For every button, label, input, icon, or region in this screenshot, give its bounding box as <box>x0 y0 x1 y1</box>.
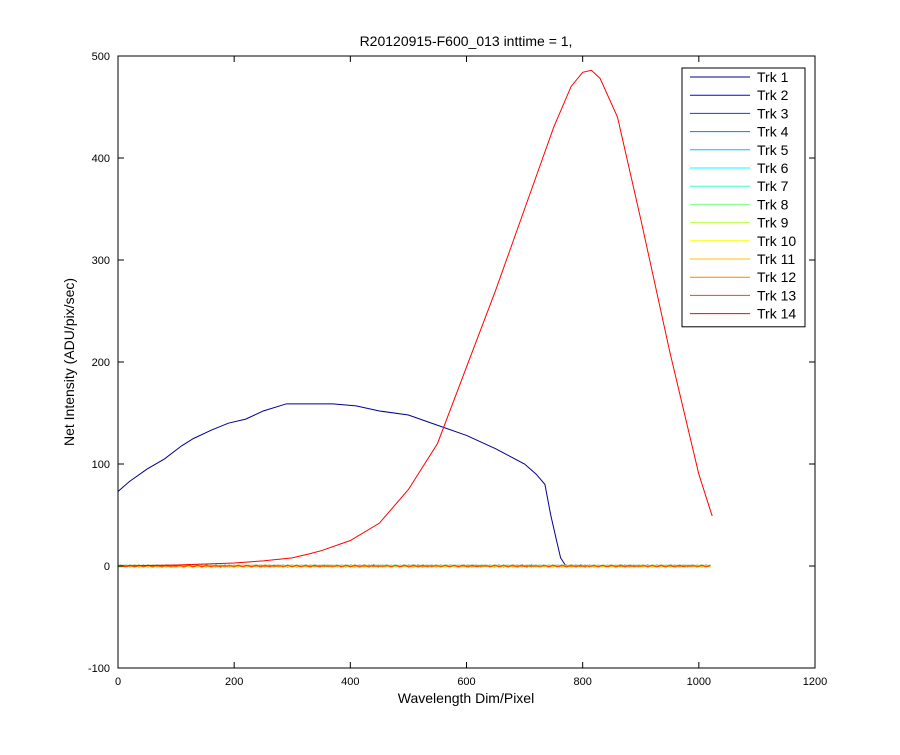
y-tick-label: 200 <box>92 357 110 369</box>
y-tick-label: -100 <box>88 663 110 675</box>
x-tick-label: 600 <box>457 676 475 688</box>
series-line-trk-1 <box>117 403 566 566</box>
y-tick-label: 0 <box>104 561 110 573</box>
series-layer <box>117 69 713 568</box>
x-tick-label: 0 <box>115 676 121 688</box>
y-tick-label: 500 <box>92 51 110 63</box>
legend: Trk 1 Trk 2 Trk 3 Trk 4 Trk 5 Trk 6 Trk 7 Trk 8… <box>681 67 806 328</box>
x-tick-label: 1000 <box>687 676 711 688</box>
legend-box <box>681 67 806 328</box>
x-axis-label: Wavelength Dim/Pixel <box>398 690 534 706</box>
y-tick-label: 100 <box>92 459 110 471</box>
legend-entry-label: Trk 9 <box>757 215 789 231</box>
legend-entry-label: Trk 13 <box>757 287 796 303</box>
legend-entry-label: Trk 4 <box>757 124 789 140</box>
chart-title: R20120915-F600_013 inttime = 1, <box>360 33 573 49</box>
legend-entry-label: Trk 6 <box>757 160 789 176</box>
legend-entry-label: Trk 11 <box>757 251 795 267</box>
x-tick-label: 1200 <box>803 676 827 688</box>
legend-entry-label: Trk 14 <box>757 306 796 322</box>
y-tick-label: 400 <box>92 153 110 165</box>
legend-entry-label: Trk 12 <box>757 269 796 285</box>
y-axis-label: Net Intensity (ADU/pix/sec) <box>61 278 77 446</box>
legend-entry-label: Trk 2 <box>757 87 789 103</box>
series-line-trk-13 <box>117 564 711 568</box>
legend-entry-label: Trk 5 <box>757 142 789 158</box>
y-axis-ticks: -100 0 100 200 300 400 500 <box>88 51 815 675</box>
x-tick-label: 800 <box>573 676 591 688</box>
legend-entry-label: Trk 1 <box>757 69 789 85</box>
legend-entry-label: Trk 10 <box>757 233 796 249</box>
y-tick-label: 300 <box>92 255 110 267</box>
series-line-trk-14 <box>117 69 713 567</box>
x-tick-label: 400 <box>341 676 359 688</box>
legend-entry-label: Trk 8 <box>757 196 789 212</box>
legend-entry-label: Trk 7 <box>757 178 789 194</box>
x-tick-label: 200 <box>225 676 243 688</box>
legend-entry-label: Trk 3 <box>757 105 789 121</box>
x-axis-ticks: 0 200 400 600 800 1000 1200 <box>115 56 827 688</box>
